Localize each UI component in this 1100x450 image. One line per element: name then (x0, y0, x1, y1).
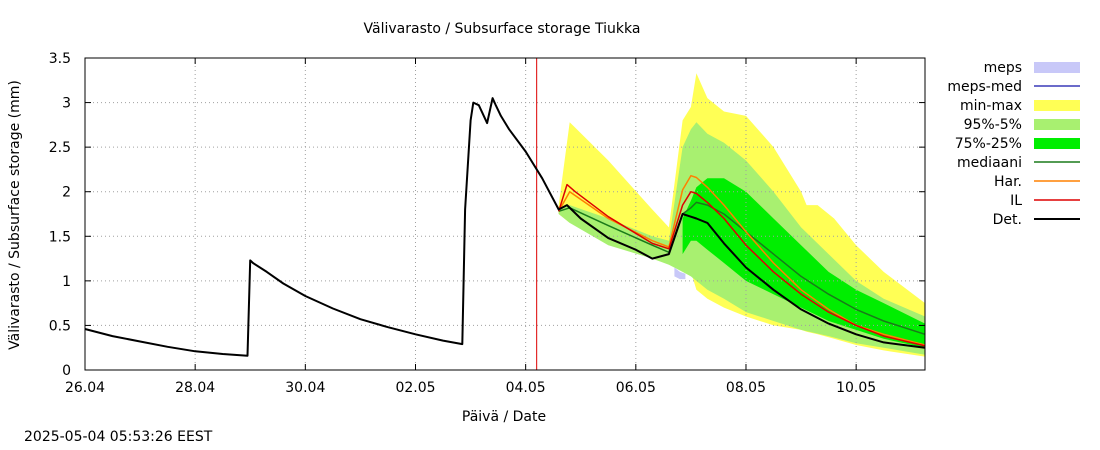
legend: meps meps-med min-max 95%-5% 75%-25% mediaani… (947, 60, 1080, 228)
ticks-group: 0 0.5 1 1.5 2 2.5 3 3.5 26.04 28.04 30.04 02.05 04.0… (49, 51, 925, 396)
frame-group (84, 57, 926, 371)
y-tick-label: 2.5 (49, 140, 71, 156)
x-tick-label: 30.04 (285, 380, 325, 396)
x-tick-label: 02.05 (395, 380, 435, 396)
legend-label-har: Har. (994, 174, 1022, 190)
x-tick-label: 08.05 (726, 380, 766, 396)
legend-label-75-25: 75%-25% (955, 136, 1022, 152)
legend-swatch-95-5 (1034, 119, 1080, 130)
y-tick-label: 1 (62, 274, 71, 290)
x-axis-label: Päivä / Date (462, 409, 546, 425)
legend-label-il: IL (1010, 193, 1022, 209)
plot-frame (84, 57, 926, 371)
y-axis-label: Välivarasto / Subsurface storage (mm) (7, 80, 23, 350)
x-tick-label: 28.04 (175, 380, 215, 396)
x-tick-label: 06.05 (616, 380, 656, 396)
legend-label-min-max: min-max (960, 98, 1022, 114)
chart-title: Välivarasto / Subsurface storage Tiukka (364, 21, 641, 37)
x-tick-label: 04.05 (506, 380, 546, 396)
legend-label-mediaani: mediaani (957, 155, 1022, 171)
bands-group (558, 73, 925, 357)
series-line-det (84, 97, 926, 357)
x-tick-label: 10.05 (836, 380, 876, 396)
y-tick-label: 0.5 (49, 318, 71, 334)
legend-swatch-meps (1034, 62, 1080, 73)
legend-label-meps: meps (984, 60, 1022, 76)
timestamp: 2025-05-04 05:53:26 EEST (24, 429, 213, 445)
band-75-25 (682, 178, 925, 348)
series-line-mediaani (558, 201, 926, 336)
legend-label-95-5: 95%-5% (964, 117, 1022, 133)
series-line-il (557, 183, 926, 347)
lines-group (84, 58, 926, 370)
y-tick-label: 3.5 (49, 51, 71, 67)
y-tick-label: 3 (62, 96, 71, 112)
x-tick-label: 26.04 (65, 380, 105, 396)
legend-swatch-75-25 (1034, 138, 1080, 149)
y-tick-label: 2 (62, 185, 71, 201)
y-tick-label: 0 (62, 363, 71, 379)
series-line-har (558, 174, 926, 346)
legend-label-meps-med: meps-med (947, 79, 1022, 95)
legend-label-det: Det. (993, 212, 1022, 228)
y-tick-label: 1.5 (49, 229, 71, 245)
legend-swatch-min-max (1034, 100, 1080, 111)
band-meps (674, 267, 686, 280)
